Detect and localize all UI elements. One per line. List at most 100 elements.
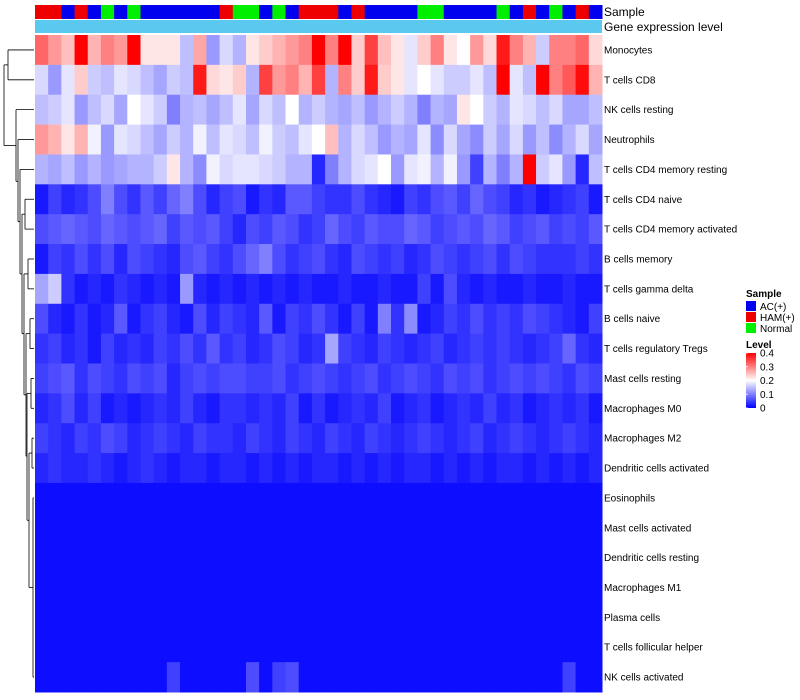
heatmap-cell [48, 94, 62, 126]
heatmap-cell [364, 273, 379, 305]
legend-sample-items: AC(+)HAM(+)Normal [746, 301, 795, 335]
heatmap-cell [166, 363, 181, 394]
sample-cell-ham [325, 5, 339, 19]
heatmap-cell [166, 482, 181, 514]
sample-cell-ac [285, 5, 300, 19]
heatmap-cell [364, 363, 379, 394]
heatmap-cell [140, 94, 155, 126]
heatmap-cell [100, 632, 115, 663]
heatmap-cell [456, 214, 471, 245]
heatmap-cell [114, 363, 128, 394]
heatmap-cell [391, 632, 405, 663]
heatmap-cell [549, 482, 563, 514]
heatmap-cell [483, 363, 498, 394]
heatmap-cell [311, 244, 326, 275]
heatmap-cell [259, 333, 273, 364]
heatmap-cell [259, 632, 273, 663]
heatmap-cell [232, 423, 247, 454]
heatmap-cell [140, 512, 155, 544]
heatmap-cell [575, 154, 590, 185]
row-label: NK cells resting [604, 105, 673, 116]
heatmap-cell [377, 423, 392, 454]
heatmap-cell [522, 273, 537, 305]
heatmap-cell [35, 512, 49, 544]
heatmap-cell [338, 512, 352, 544]
heatmap-cell [430, 602, 445, 633]
heatmap-cell [443, 662, 458, 693]
heatmap-cell [391, 124, 405, 155]
heatmap-cell [549, 423, 563, 454]
heatmap-cell [325, 632, 339, 663]
heatmap-cell [588, 632, 603, 663]
heatmap-cell [391, 184, 405, 215]
heatmap-cell [562, 393, 577, 424]
heatmap-cell [311, 572, 326, 603]
heatmap-cell [496, 154, 511, 185]
heatmap-cell [483, 64, 498, 96]
heatmap-cell [35, 453, 49, 484]
heatmap-cell [536, 303, 550, 335]
heatmap-cell [404, 602, 418, 633]
heatmap-cell [351, 542, 366, 574]
heatmap-cell [351, 124, 366, 155]
heatmap-cell [285, 214, 300, 245]
heatmap-cell [522, 184, 537, 215]
heatmap-cell [140, 662, 155, 693]
heatmap-cell [193, 303, 207, 335]
heatmap-cell [417, 482, 432, 514]
heatmap-cell [285, 124, 300, 155]
heatmap-cell [377, 273, 392, 305]
heatmap-cell [325, 662, 339, 693]
heatmap-cell [417, 333, 432, 364]
heatmap-cell [483, 512, 498, 544]
heatmap-cell [206, 572, 221, 603]
heatmap-cell [272, 602, 287, 633]
heatmap-cell [127, 423, 141, 454]
heatmap-cell [87, 572, 102, 603]
heatmap-cell [549, 273, 563, 305]
heatmap-cell [259, 154, 273, 185]
heatmap-cell [232, 64, 247, 96]
heatmap-cell [417, 124, 432, 155]
heatmap-cell [140, 632, 155, 663]
heatmap-cell [127, 572, 141, 603]
heatmap-cell [114, 94, 128, 126]
heatmap-cell [311, 124, 326, 155]
sample-cell-ac [391, 5, 405, 19]
heatmap-cell [575, 453, 590, 484]
heatmap-cell [100, 363, 115, 394]
heatmap-cell [298, 482, 313, 514]
heatmap-cell [325, 453, 339, 484]
heatmap-cell [153, 64, 168, 96]
heatmap-cell [153, 303, 168, 335]
heatmap-cell [417, 64, 432, 96]
heatmap-cell [325, 303, 339, 335]
heatmap-cell [404, 64, 418, 96]
sample-cell-ac [153, 5, 168, 19]
heatmap-cell [483, 453, 498, 484]
heatmap-cell [74, 303, 89, 335]
heatmap-cell [219, 393, 234, 424]
heatmap-cell [496, 303, 511, 335]
heatmap-cell [364, 423, 379, 454]
heatmap-cell [100, 303, 115, 335]
heatmap-cell [180, 64, 194, 96]
heatmap-cell [562, 482, 577, 514]
heatmap-cell [456, 333, 471, 364]
sample-cell-ac [166, 5, 181, 19]
heatmap-cell [430, 512, 445, 544]
heatmap-cell [562, 423, 577, 454]
heatmap-cell [456, 154, 471, 185]
heatmap-cell [87, 94, 102, 126]
sample-cell-ac [87, 5, 102, 19]
heatmap-cell [259, 662, 273, 693]
heatmap-cell [87, 35, 102, 66]
heatmap-cell [588, 154, 603, 185]
heatmap-cell [285, 184, 300, 215]
sample-cell-normal [549, 5, 563, 19]
heatmap-cell [364, 35, 379, 66]
heatmap-cell [562, 184, 577, 215]
heatmap-cell [364, 214, 379, 245]
heatmap-cell [114, 482, 128, 514]
heatmap-cell [61, 35, 76, 66]
